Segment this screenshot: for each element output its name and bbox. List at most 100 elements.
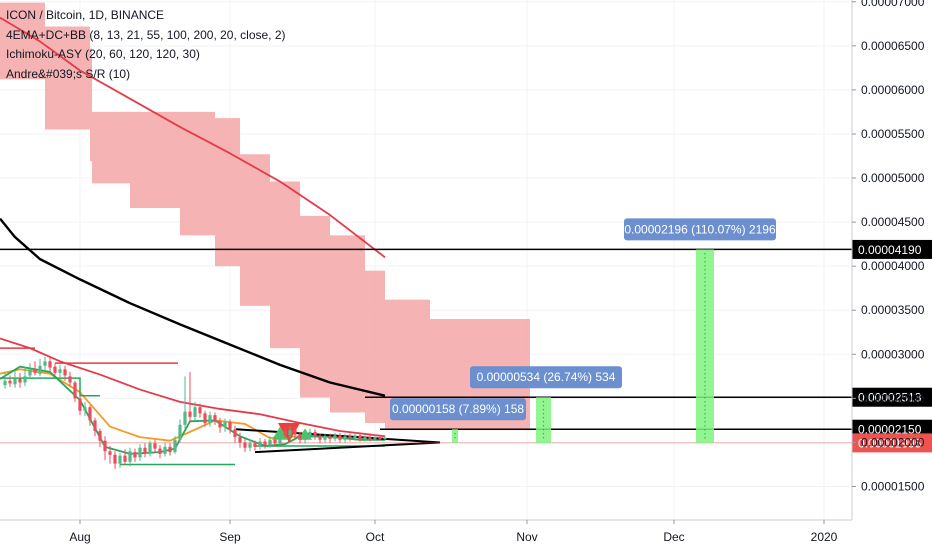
candle-body bbox=[93, 420, 97, 431]
candle-body bbox=[183, 411, 187, 425]
candle-body bbox=[268, 439, 272, 446]
x-tick-label: Aug bbox=[69, 530, 90, 544]
candle-body bbox=[203, 413, 207, 424]
candle-body bbox=[293, 430, 297, 435]
candle-body bbox=[3, 380, 7, 386]
candle-body bbox=[123, 455, 127, 462]
measure-label-box bbox=[470, 366, 622, 389]
y-tick-label: 0.00007000 bbox=[861, 0, 925, 9]
ichimoku-cloud bbox=[0, 2, 530, 431]
candle-body bbox=[378, 437, 382, 439]
candle-body bbox=[28, 369, 32, 376]
candle-body bbox=[133, 452, 137, 458]
symbol-title[interactable]: ICON / Bitcoin, 1D, BINANCE bbox=[6, 8, 165, 22]
candle-body bbox=[38, 365, 42, 374]
measure-label-text: 0.00000158 (7.89%) 158 bbox=[392, 402, 524, 416]
candle-body bbox=[278, 430, 282, 444]
measure-label-box bbox=[624, 218, 776, 241]
candle-body bbox=[283, 430, 287, 436]
candle-body bbox=[128, 451, 132, 462]
candle-body bbox=[373, 437, 377, 439]
ema-line bbox=[0, 337, 386, 438]
level-price-label: 0.00002513 bbox=[858, 391, 922, 405]
candle-body bbox=[48, 361, 52, 368]
candle-body bbox=[233, 429, 237, 438]
axes: 0.00001500 0.00002000 0.00002500 0.00003000… bbox=[0, 0, 925, 544]
measure-label-text: 0.00002196 (110.07%) 2196 bbox=[624, 222, 776, 236]
candle-body bbox=[213, 415, 217, 422]
ema-line bbox=[0, 16, 386, 259]
indicator-ema-dc-bb[interactable]: 4EMA+DC+BB (8, 13, 21, 55, 100, 200, 20,… bbox=[6, 27, 286, 42]
candle-body bbox=[318, 436, 322, 440]
candle-body bbox=[328, 436, 332, 439]
candle-body bbox=[103, 440, 107, 452]
y-tick-label: 0.00003500 bbox=[861, 303, 925, 317]
x-tick-label: Oct bbox=[366, 530, 385, 544]
candle-body bbox=[303, 435, 307, 440]
candle-body bbox=[108, 451, 112, 455]
y-tick-label: 0.00005000 bbox=[861, 171, 925, 185]
ema-line bbox=[0, 217, 386, 397]
candle-body bbox=[158, 448, 162, 454]
candle-body bbox=[63, 369, 67, 376]
candle-body bbox=[173, 439, 177, 453]
candle-body bbox=[358, 435, 362, 439]
candle-body bbox=[228, 422, 232, 430]
current-price-label: 0.00001995 bbox=[858, 436, 922, 450]
current-price-label-bg bbox=[852, 433, 932, 453]
y-tick-label: 0.00001500 bbox=[861, 480, 925, 494]
candle-body bbox=[83, 407, 87, 411]
candle-body bbox=[153, 443, 157, 449]
measure-label-text: 0.00000534 (26.74%) 534 bbox=[477, 370, 616, 384]
candle-body bbox=[298, 434, 302, 440]
candle-body bbox=[193, 407, 197, 417]
candle-body bbox=[23, 376, 27, 383]
candle-body bbox=[68, 376, 72, 383]
candle-body bbox=[353, 435, 357, 439]
x-tick-label: 2020 bbox=[811, 530, 838, 544]
candle-body bbox=[53, 366, 57, 373]
candle-body bbox=[338, 435, 342, 440]
y-tick-label: 0.00003000 bbox=[861, 347, 925, 361]
candle-body bbox=[273, 439, 277, 444]
candle-body bbox=[363, 437, 367, 439]
candle-body bbox=[383, 438, 387, 440]
y-tick-label: 0.00005500 bbox=[861, 127, 925, 141]
candle-body bbox=[113, 454, 117, 464]
candle-body bbox=[163, 446, 167, 454]
candle-body bbox=[178, 424, 182, 440]
candle-body bbox=[198, 407, 202, 414]
y-tick-label: 0.00006500 bbox=[861, 39, 925, 53]
chart-legend: ICON / Bitcoin, 1D, BINANCE 4EMA+DC+BB (… bbox=[6, 6, 286, 84]
measure-range-bar[interactable] bbox=[452, 429, 458, 443]
level-price-label: 0.00004190 bbox=[858, 243, 922, 257]
candle-body bbox=[343, 436, 347, 440]
y-tick-label: 0.00002000 bbox=[861, 435, 925, 449]
candle-body bbox=[248, 443, 252, 448]
candle-body bbox=[43, 361, 47, 366]
y-tick-label: 0.00006000 bbox=[861, 83, 925, 97]
candle-body bbox=[208, 415, 212, 424]
candle-body bbox=[313, 431, 317, 437]
measure-range-bar[interactable] bbox=[536, 397, 551, 443]
candle-body bbox=[348, 436, 352, 439]
indicator-ichimoku[interactable]: Ichimoku-ASY (20, 60, 120, 120, 30) bbox=[6, 47, 200, 61]
candles bbox=[3, 356, 387, 469]
x-tick-label: Dec bbox=[663, 530, 684, 544]
candle-body bbox=[8, 380, 12, 384]
candle-body bbox=[308, 431, 312, 436]
candle-body bbox=[73, 382, 77, 399]
candle-body bbox=[258, 441, 262, 447]
candle-body bbox=[263, 441, 267, 446]
candle-body bbox=[13, 378, 17, 385]
candle-body bbox=[243, 442, 247, 448]
measure-label-box bbox=[390, 398, 526, 421]
level-price-label: 0.00002150 bbox=[858, 423, 922, 437]
price-range-measurements[interactable]: 0.00002196 (110.07%) 2196 0.00000534 (26.… bbox=[390, 218, 776, 443]
indicator-sr[interactable]: Andre&#039;s S/R (10) bbox=[6, 66, 131, 81]
candle-body bbox=[188, 411, 192, 417]
candle-body bbox=[333, 435, 337, 439]
